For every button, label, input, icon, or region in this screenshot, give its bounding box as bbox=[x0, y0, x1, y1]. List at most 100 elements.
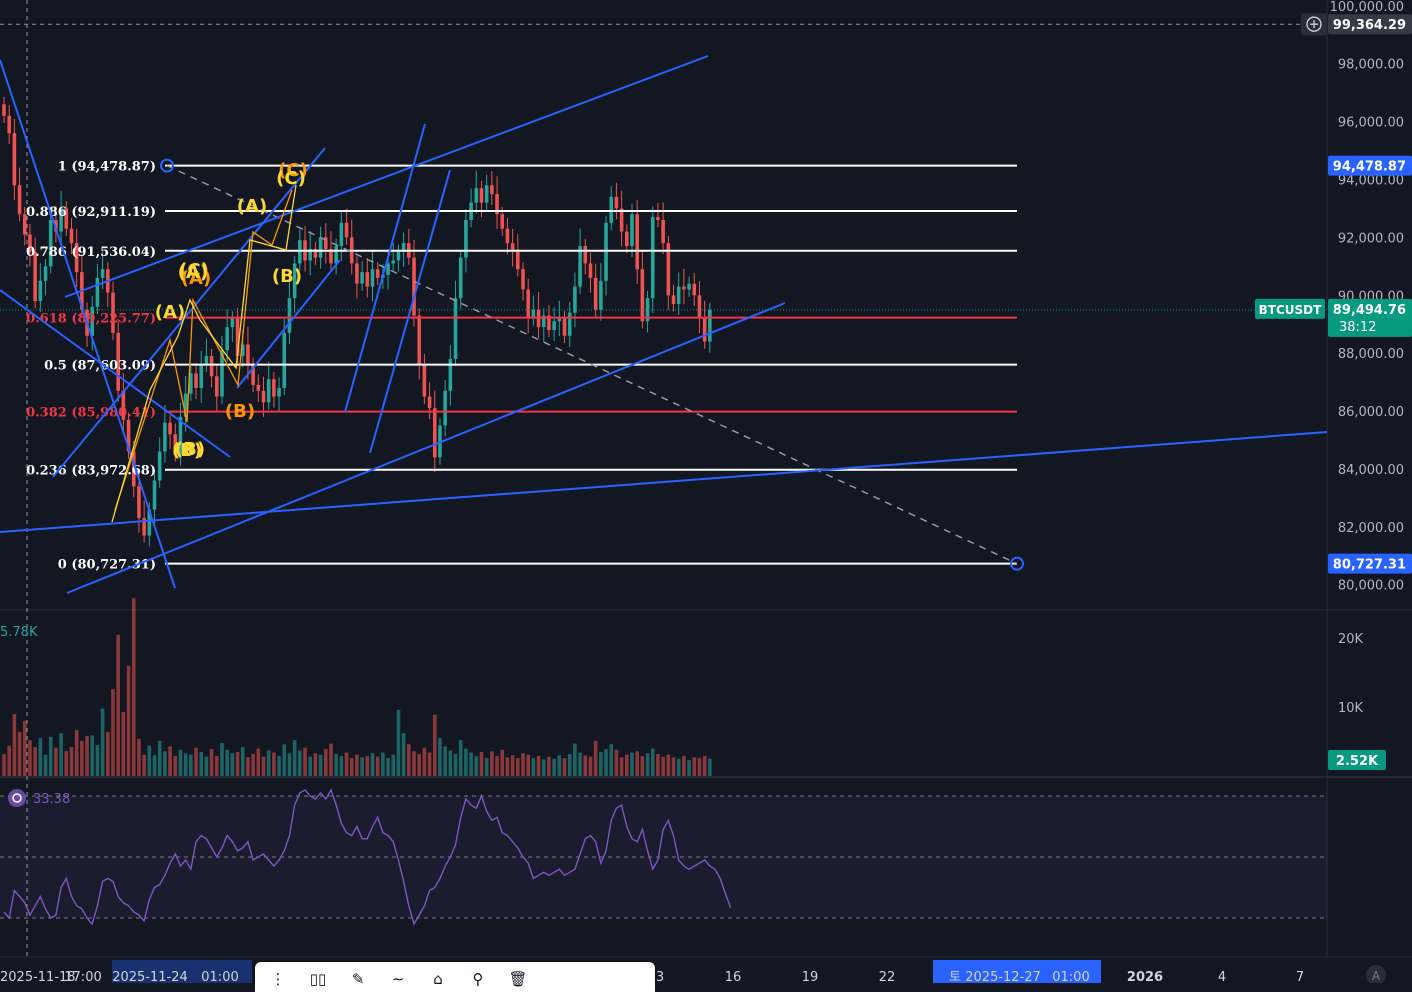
volume-bar bbox=[256, 748, 261, 776]
fibonacci-retracement[interactable]: 1 (94,478.87) 0.886 (92,911.19) 0.786 (91,… bbox=[26, 158, 1024, 573]
candle-body bbox=[609, 196, 614, 223]
candle-body bbox=[272, 379, 276, 397]
candle-body bbox=[692, 283, 697, 296]
candle-body bbox=[246, 344, 250, 365]
candle-body bbox=[448, 358, 453, 391]
auto-scale-icon[interactable]: A bbox=[1366, 965, 1386, 983]
candle-body bbox=[137, 486, 141, 519]
candle-body bbox=[521, 269, 525, 290]
volume-bar bbox=[573, 743, 577, 776]
drawing-toolbar[interactable]: ⋮ ▯▯ ✎ ∼ ⌂ ⚲ 🗑 bbox=[255, 962, 655, 992]
wave-zigzag-yellow bbox=[111, 184, 297, 523]
candle-body bbox=[386, 263, 390, 275]
volume-bar bbox=[656, 753, 660, 776]
candle-body bbox=[22, 214, 27, 235]
volume-bar bbox=[339, 756, 344, 776]
volume-bar bbox=[189, 754, 193, 776]
volume-bar bbox=[2, 753, 6, 776]
candle-body bbox=[630, 214, 634, 247]
candle-body bbox=[126, 419, 131, 452]
volume-bar bbox=[178, 749, 183, 776]
candle-body bbox=[417, 315, 421, 365]
fib-level-label: 1 (94,478.87) bbox=[58, 160, 156, 175]
candle-body bbox=[157, 451, 162, 481]
candle-body bbox=[69, 228, 74, 244]
candle-body bbox=[261, 390, 266, 403]
time-label: 4 bbox=[1218, 970, 1226, 983]
wave-label: (B) bbox=[172, 440, 202, 461]
candle-body bbox=[578, 246, 582, 287]
candle-body bbox=[33, 251, 37, 302]
volume-bar bbox=[432, 714, 437, 776]
volume-bar bbox=[484, 758, 489, 776]
candle-body bbox=[38, 280, 43, 302]
candle-body bbox=[547, 315, 551, 330]
volume-bar bbox=[370, 753, 375, 776]
add-alert-icon[interactable] bbox=[1301, 13, 1327, 36]
volume-bar bbox=[666, 754, 671, 776]
candle-body bbox=[573, 286, 577, 313]
volume-bar bbox=[323, 749, 328, 776]
volume-bar bbox=[630, 752, 634, 776]
trendlines[interactable] bbox=[0, 55, 1328, 594]
candle-body bbox=[339, 222, 344, 247]
lock-icon[interactable]: ⚲ bbox=[472, 970, 484, 988]
volume-pane: 10K 20K 5.78K 2.52K bbox=[0, 598, 1386, 776]
volume-bar bbox=[625, 754, 629, 776]
wave-label: (A) bbox=[181, 268, 211, 289]
pencil-icon[interactable]: ✎ bbox=[351, 970, 365, 988]
volume-bar bbox=[80, 740, 84, 776]
layout-icon[interactable]: ▯▯ bbox=[309, 970, 327, 988]
volume-bar bbox=[583, 755, 588, 776]
time-label-highlighted: 토 2025-12-27 bbox=[949, 970, 1041, 983]
volume-bar bbox=[599, 751, 603, 776]
candle-body bbox=[484, 185, 489, 203]
candle-body bbox=[173, 434, 178, 455]
volume-bar bbox=[64, 751, 69, 776]
wave-label: (C) bbox=[179, 260, 209, 281]
candle-body bbox=[168, 422, 172, 435]
wave-label: (C) bbox=[278, 160, 308, 181]
fib-anchor-handle bbox=[1010, 556, 1024, 571]
line-width-icon[interactable]: ∼ bbox=[391, 970, 405, 988]
candle-body bbox=[323, 237, 328, 249]
volume-bar bbox=[173, 756, 178, 776]
candle-body bbox=[7, 115, 11, 134]
volume-bar bbox=[464, 748, 468, 776]
volume-bar bbox=[22, 720, 27, 776]
candle-body bbox=[516, 251, 520, 270]
volume-bar bbox=[552, 758, 556, 776]
volume-bar bbox=[687, 760, 691, 776]
volume-bar bbox=[562, 758, 567, 776]
trash-icon[interactable]: 🗑 bbox=[508, 970, 528, 988]
volume-bar bbox=[645, 753, 650, 776]
candle-body bbox=[443, 390, 447, 426]
price-tick-label: 98,000.00 bbox=[1338, 58, 1404, 73]
time-label: 16 bbox=[725, 970, 742, 983]
eraser-icon[interactable]: ⌂ bbox=[433, 970, 443, 988]
time-cursor-tag bbox=[933, 960, 1101, 983]
candle-body bbox=[292, 263, 297, 299]
price-axis[interactable]: 80,000.00 82,000.00 84,000.00 86,000.00 88,0… bbox=[0, 0, 1412, 594]
volume-bar bbox=[526, 754, 530, 776]
candle-body bbox=[427, 396, 432, 409]
volume-bar bbox=[246, 757, 250, 776]
candle-body bbox=[214, 376, 219, 397]
volume-bar bbox=[272, 752, 276, 776]
trendline bbox=[0, 431, 1328, 533]
volume-bar bbox=[313, 753, 318, 776]
fib-level-label: 0.5 (87,603.09) bbox=[44, 359, 156, 374]
candle-body bbox=[183, 393, 188, 417]
volume-bar bbox=[365, 756, 370, 776]
drag-handle-icon[interactable]: ⋮ bbox=[270, 970, 286, 988]
candle-body bbox=[526, 289, 530, 319]
volume-bar bbox=[235, 751, 240, 776]
time-range-highlight bbox=[112, 960, 252, 983]
volume-bar bbox=[676, 758, 681, 776]
auto-scale-bg bbox=[1366, 965, 1386, 983]
time-label-highlighted: 2025-11-24 bbox=[112, 970, 188, 983]
time-label-year: 2026 bbox=[1127, 970, 1163, 983]
candle-body bbox=[453, 298, 458, 359]
